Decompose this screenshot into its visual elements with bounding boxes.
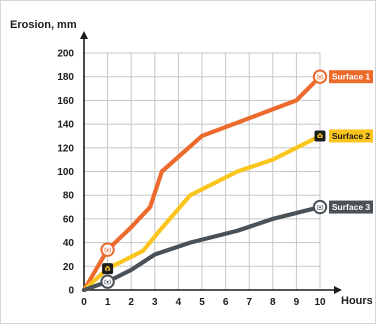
series-labels: Surface 1 Surface 2 Surface 3 bbox=[329, 70, 373, 214]
camera-icon bbox=[316, 74, 324, 80]
y-tick-label: 60 bbox=[63, 214, 75, 225]
series-line-2 bbox=[81, 133, 323, 293]
x-axis-arrow-icon bbox=[334, 286, 342, 294]
y-axis-title: Erosion, mm bbox=[10, 19, 77, 31]
x-tick-label: 2 bbox=[128, 297, 134, 308]
series-label-text: Surface 2 bbox=[332, 131, 371, 141]
camera-icon bbox=[316, 204, 324, 210]
x-tick-label: 5 bbox=[199, 297, 205, 308]
axes: Erosion, mm Hours bbox=[10, 19, 373, 307]
y-tick-label: 80 bbox=[63, 191, 75, 202]
y-tick-label: 180 bbox=[57, 72, 74, 83]
x-tick-label: 3 bbox=[152, 297, 158, 308]
y-tick-label: 120 bbox=[57, 143, 74, 154]
x-tick-label: 0 bbox=[81, 297, 87, 308]
y-tick-label: 40 bbox=[63, 238, 75, 249]
series-label-tag bbox=[329, 70, 373, 84]
origin-tick-label: 0 bbox=[68, 286, 74, 297]
y-axis-arrow-icon bbox=[80, 31, 88, 39]
series-label-text: Surface 1 bbox=[332, 72, 371, 82]
series-label-tag bbox=[329, 200, 373, 214]
series-label-text: Surface 3 bbox=[332, 202, 371, 212]
tick-labels: 0 1 2 3 4 5 6 7 8 9 10 20 40 60 80 100 120 140 160 180 200 0 bbox=[57, 49, 326, 309]
x-tick-label: 4 bbox=[176, 297, 182, 308]
series-label-3: Surface 3 bbox=[329, 200, 373, 214]
x-tick-label: 9 bbox=[294, 297, 300, 308]
series-label-1: Surface 1 bbox=[329, 70, 373, 84]
grid bbox=[84, 52, 321, 290]
y-tick-label: 160 bbox=[57, 96, 74, 107]
camera-icon bbox=[104, 279, 111, 285]
y-tick-label: 100 bbox=[57, 167, 74, 178]
markers bbox=[100, 69, 328, 289]
y-tick-label: 20 bbox=[63, 262, 75, 273]
series-label-tag bbox=[329, 129, 373, 143]
x-tick-label: 8 bbox=[270, 297, 276, 308]
camera-icon bbox=[104, 266, 111, 272]
series-line-1 bbox=[81, 74, 323, 293]
x-tick-label: 7 bbox=[246, 297, 252, 308]
x-axis-title: Hours bbox=[341, 295, 373, 307]
x-tick-label: 10 bbox=[314, 297, 326, 308]
camera-icon bbox=[316, 133, 324, 139]
x-tick-label: 1 bbox=[105, 297, 111, 308]
camera-icon bbox=[104, 247, 111, 253]
y-tick-label: 200 bbox=[57, 49, 74, 60]
y-tick-label: 140 bbox=[57, 120, 74, 131]
series-label-2: Surface 2 bbox=[329, 129, 373, 143]
x-tick-label: 6 bbox=[223, 297, 229, 308]
